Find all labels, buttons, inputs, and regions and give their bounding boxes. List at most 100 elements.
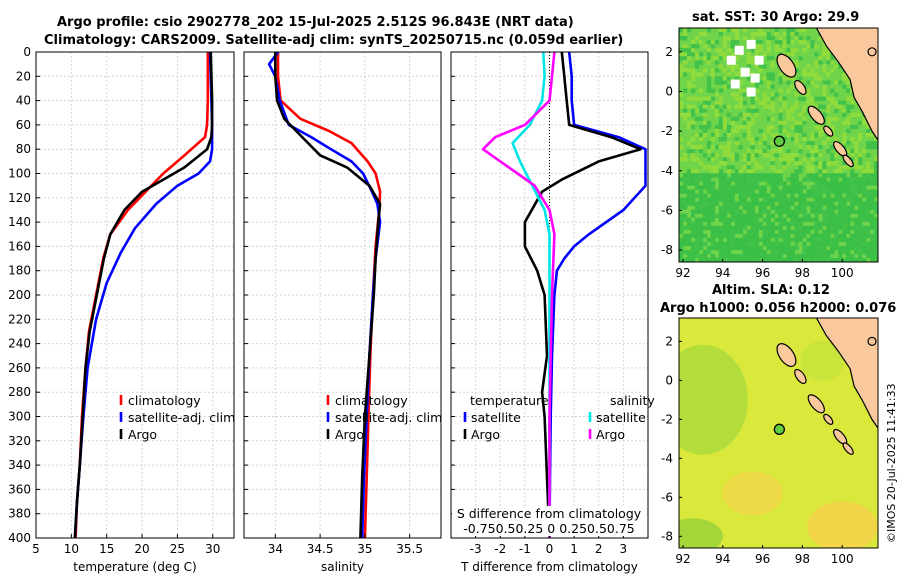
sst-cell bbox=[870, 145, 875, 150]
sst-cell bbox=[786, 213, 791, 218]
sst-cell bbox=[874, 136, 878, 142]
island bbox=[823, 413, 834, 425]
sst-cell bbox=[746, 52, 751, 57]
sst-cell bbox=[682, 257, 688, 262]
sst-cell bbox=[834, 197, 839, 202]
sst-cell bbox=[758, 189, 763, 194]
sst-cell bbox=[686, 124, 692, 130]
sst-cell bbox=[679, 241, 684, 247]
sst-cell bbox=[782, 201, 787, 206]
island bbox=[807, 394, 825, 414]
sst-cell bbox=[806, 165, 811, 170]
sst-cell bbox=[750, 100, 755, 105]
sst-cell bbox=[798, 217, 803, 222]
sst-cell bbox=[790, 84, 795, 89]
sst-cell bbox=[790, 209, 795, 214]
sst-cell bbox=[854, 165, 859, 170]
sst-cell bbox=[862, 201, 867, 206]
map-y-tick-label: -8 bbox=[661, 243, 673, 257]
sst-cell bbox=[750, 140, 755, 146]
sst-cell bbox=[706, 28, 712, 33]
sst-cell bbox=[866, 193, 871, 198]
sst-cell bbox=[866, 213, 871, 218]
sst-cell bbox=[870, 257, 875, 262]
sst-cell bbox=[810, 96, 815, 101]
sst-cell bbox=[686, 173, 692, 178]
sst-cell bbox=[866, 189, 871, 194]
sst-cell bbox=[734, 169, 739, 174]
sst-cell bbox=[746, 213, 751, 218]
sst-cell bbox=[790, 52, 795, 57]
sst-cell bbox=[874, 193, 878, 198]
sst-cell bbox=[698, 257, 704, 262]
sst-cell bbox=[766, 153, 771, 158]
sst-cell bbox=[838, 201, 843, 206]
sst-cell bbox=[734, 185, 739, 190]
sst-cell bbox=[722, 209, 728, 214]
sst-cell bbox=[702, 213, 708, 218]
sst-cell bbox=[742, 165, 747, 170]
sst-cell bbox=[750, 245, 755, 251]
sst-cell bbox=[794, 128, 799, 134]
sst-cell bbox=[750, 209, 755, 214]
sst-cell bbox=[810, 132, 815, 138]
sst-cell bbox=[830, 201, 835, 206]
sst-cell bbox=[850, 185, 855, 190]
sst-cell bbox=[826, 56, 831, 61]
sst-cell bbox=[698, 217, 704, 222]
sst-cell bbox=[850, 96, 855, 101]
sst-cell bbox=[834, 213, 839, 218]
sst-cell bbox=[679, 249, 684, 255]
sst-cell bbox=[798, 197, 803, 202]
sst-cell bbox=[858, 177, 863, 182]
sst-cell bbox=[798, 56, 803, 61]
sst-cell bbox=[810, 205, 815, 210]
sst-cell bbox=[782, 100, 787, 105]
sst-cell bbox=[862, 177, 867, 182]
sst-cell bbox=[722, 52, 728, 57]
x-tick-label: -2 bbox=[494, 542, 506, 556]
sst-cell bbox=[730, 217, 736, 222]
sst-cell bbox=[854, 124, 859, 130]
sst-cell bbox=[846, 253, 851, 259]
sst-cell bbox=[694, 177, 700, 182]
sst-cell bbox=[862, 209, 867, 214]
sst-cell bbox=[679, 36, 684, 41]
sst-cell bbox=[766, 32, 771, 37]
sst-cell bbox=[750, 108, 755, 114]
sst-cell bbox=[746, 64, 751, 69]
sst-cell bbox=[862, 173, 867, 178]
sst-cell bbox=[814, 44, 819, 49]
sst-cell bbox=[750, 193, 755, 198]
sst-cell bbox=[838, 253, 843, 259]
sst-cell bbox=[730, 64, 736, 69]
map-layer bbox=[679, 318, 878, 548]
sst-cell bbox=[730, 165, 736, 170]
sst-cell bbox=[846, 96, 851, 101]
legend-label: Argo bbox=[335, 427, 364, 442]
sst-cell bbox=[750, 189, 755, 194]
sst-cell bbox=[734, 217, 739, 222]
sst-cell bbox=[754, 217, 759, 222]
sst-cell bbox=[762, 136, 767, 142]
sst-cell bbox=[858, 237, 863, 243]
sst-cell bbox=[818, 161, 823, 166]
sst-cell bbox=[850, 197, 855, 202]
sst-cell bbox=[866, 217, 871, 222]
sst-cell bbox=[714, 229, 720, 235]
sst-cell bbox=[714, 225, 720, 231]
sst-cell bbox=[802, 257, 807, 262]
sst-cell bbox=[710, 169, 716, 174]
sst-cell bbox=[854, 249, 859, 255]
sst-cell bbox=[698, 32, 704, 37]
sst-cell bbox=[806, 177, 811, 182]
sst-cell bbox=[854, 197, 859, 202]
sst-cell bbox=[702, 128, 708, 134]
sst-cell bbox=[794, 253, 799, 259]
sst-map-title: sat. SST: 30 Argo: 29.9 bbox=[692, 10, 860, 25]
sst-cell bbox=[706, 149, 712, 154]
sst-cell bbox=[806, 225, 811, 231]
sst-cell bbox=[818, 225, 823, 231]
sst-cell bbox=[754, 213, 759, 218]
sst-cell bbox=[746, 181, 751, 186]
